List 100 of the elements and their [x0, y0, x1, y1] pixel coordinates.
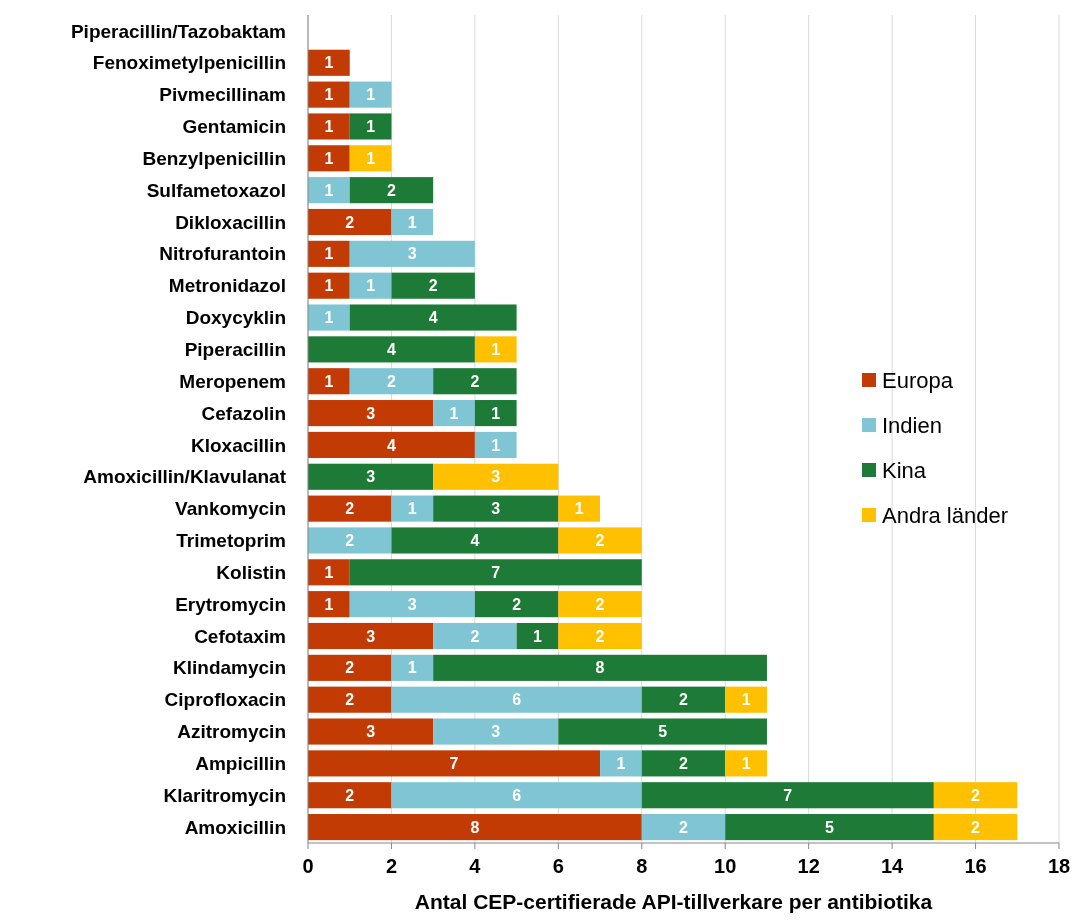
bar — [641, 686, 726, 713]
data-label: 4 — [428, 309, 438, 327]
bar — [641, 814, 726, 841]
data-label: 1 — [491, 436, 501, 454]
y-tick-label: Cefotaxim — [194, 625, 286, 647]
bar — [600, 750, 642, 777]
data-label: 2 — [679, 754, 689, 772]
y-tick-label: Vankomycin — [175, 498, 286, 520]
legend-label: Kina — [882, 457, 927, 483]
x-tick-label: 12 — [797, 855, 820, 877]
x-tick-label: 4 — [469, 855, 482, 877]
data-label: 2 — [386, 372, 396, 390]
y-tick-label: Nitrofurantoin — [159, 243, 286, 265]
y-tick-label: Fenoximetylpenicillin — [92, 52, 286, 74]
bar — [474, 431, 517, 458]
bar — [308, 368, 350, 395]
bar — [308, 686, 392, 713]
bar — [391, 208, 434, 236]
y-tick-label: Klindamycin — [173, 657, 286, 679]
bar — [308, 272, 350, 299]
bar — [641, 782, 934, 809]
bar — [391, 527, 559, 554]
data-label: 1 — [741, 691, 751, 709]
bar — [641, 750, 726, 777]
bar — [933, 782, 1018, 809]
y-tick-label: Dikloxacillin — [175, 211, 286, 233]
y-tick-label: Amoxicillin — [184, 816, 286, 838]
bar — [433, 654, 767, 681]
y-tick-label: Meropenem — [179, 370, 286, 392]
bar — [433, 463, 559, 490]
data-label: 2 — [345, 691, 355, 709]
bar — [349, 240, 475, 267]
data-label: 2 — [971, 786, 981, 804]
data-label: 4 — [470, 532, 480, 550]
y-tick-label: Sulfametoxazol — [146, 179, 286, 201]
y-tick-label: Benzylpenicillin — [142, 147, 286, 169]
bar — [308, 463, 434, 490]
bar — [725, 814, 934, 841]
data-label: 2 — [345, 532, 355, 550]
y-tick-label: Cefazolin — [201, 402, 286, 424]
data-label: 1 — [741, 754, 751, 772]
data-label: 1 — [324, 372, 334, 390]
data-label: 3 — [491, 723, 501, 741]
data-label: 1 — [491, 340, 501, 358]
bar — [308, 718, 434, 745]
bar — [308, 49, 350, 76]
bar — [349, 559, 642, 586]
data-label: 2 — [971, 818, 981, 836]
bar — [308, 240, 350, 267]
bar — [558, 591, 642, 618]
data-label: 1 — [616, 754, 626, 772]
bar — [308, 208, 392, 236]
data-label: 7 — [783, 786, 793, 804]
data-label: 4 — [386, 340, 396, 358]
y-tick-label: Piperacillin — [184, 339, 286, 361]
x-tick-label: 8 — [636, 855, 648, 877]
data-label: 1 — [324, 86, 334, 104]
bar — [308, 113, 350, 140]
data-label: 1 — [407, 659, 417, 677]
bar — [308, 81, 350, 108]
data-label: 1 — [324, 595, 334, 613]
data-label: 1 — [324, 149, 334, 167]
y-tick-label: Ampicillin — [195, 753, 286, 775]
data-label: 2 — [595, 532, 605, 550]
data-label: 1 — [533, 627, 543, 645]
data-label: 1 — [324, 118, 334, 136]
data-label: 5 — [825, 818, 835, 836]
bar — [349, 591, 475, 618]
bar — [308, 750, 601, 777]
y-tick-label: Trimetoprim — [176, 530, 286, 552]
y-tick-label: Klaritromycin — [163, 784, 286, 806]
legend-label: Europa — [882, 367, 954, 393]
legend-label: Andra länder — [882, 502, 1008, 528]
data-label: 2 — [470, 372, 480, 390]
y-tick-label: Kloxacillin — [190, 434, 286, 456]
bar — [433, 622, 517, 650]
x-tick-label: 10 — [714, 855, 737, 877]
data-label: 3 — [407, 245, 417, 263]
bar — [308, 177, 350, 204]
bar — [349, 304, 517, 331]
data-label: 3 — [407, 595, 417, 613]
bar — [933, 814, 1018, 841]
data-label: 7 — [491, 563, 501, 581]
data-label: 1 — [324, 309, 334, 327]
bar — [391, 654, 434, 681]
y-tick-label: Kolistin — [216, 561, 286, 583]
x-tick-label: 2 — [385, 855, 398, 877]
data-label: 2 — [470, 627, 480, 645]
data-label: 5 — [658, 723, 668, 741]
bar — [308, 527, 392, 554]
bar — [349, 368, 434, 395]
y-tick-label: Gentamicin — [182, 116, 286, 138]
bar — [308, 654, 392, 681]
y-tick-label: Azitromycin — [177, 721, 286, 743]
bar — [391, 782, 642, 809]
bar — [349, 81, 392, 108]
bar — [391, 272, 475, 299]
data-label: 8 — [470, 818, 480, 836]
data-label: 1 — [324, 245, 334, 263]
bar — [308, 145, 350, 172]
